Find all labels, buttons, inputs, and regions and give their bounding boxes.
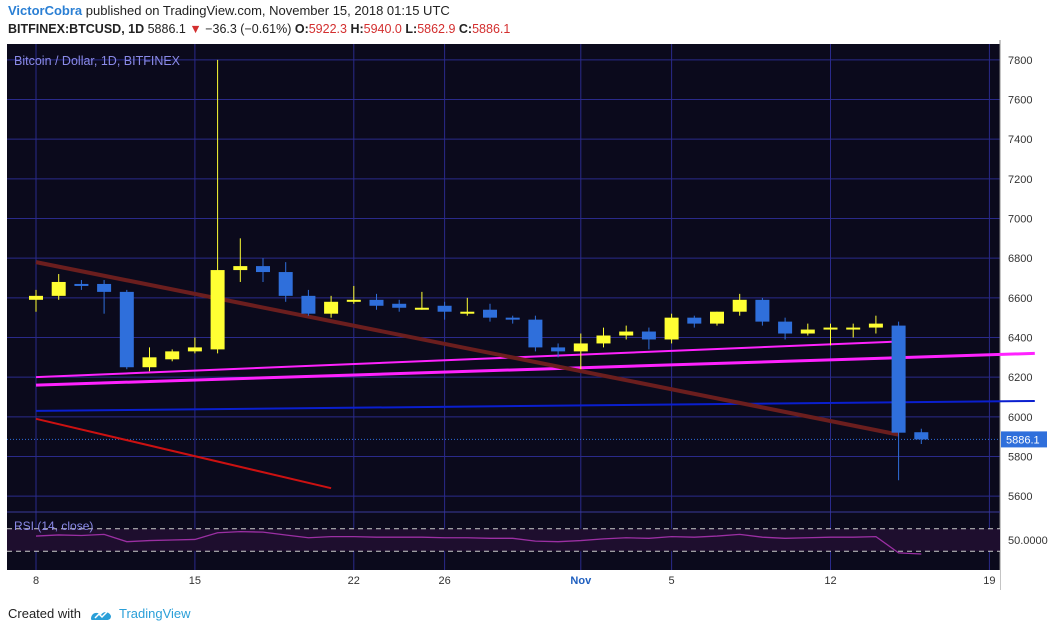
rsi-band — [7, 528, 1000, 552]
down-triangle-icon: ▼ — [189, 22, 202, 36]
price-tick-label: 6000 — [1008, 412, 1032, 424]
price-tick-label: 6400 — [1008, 332, 1032, 344]
price-tick-label: 7600 — [1008, 95, 1032, 107]
candle-body — [505, 317, 520, 320]
rsi-label: RSI (14, close) — [14, 519, 93, 533]
low-value: 5862.9 — [417, 22, 456, 36]
price-tick-label: 6800 — [1008, 253, 1032, 265]
candle-body — [210, 270, 225, 350]
candle-body — [800, 329, 815, 334]
candle-body — [74, 283, 89, 286]
footer: Created with TradingView — [8, 606, 191, 621]
price-tick-label: 7400 — [1008, 134, 1032, 146]
candle-body — [369, 299, 384, 306]
candle-body — [641, 331, 656, 340]
candle-body — [687, 317, 702, 324]
price-tick-label: 7800 — [1008, 55, 1032, 67]
price-chart[interactable]: 5600 5800 6000 6200 6400 6600 6800 7000 7200 7400… — [0, 40, 1059, 600]
candle-body — [256, 266, 270, 273]
candle-body — [664, 317, 679, 340]
chart-background — [7, 44, 1000, 590]
price-tick-label: 5600 — [1008, 491, 1032, 503]
price-tick-label: 7200 — [1008, 174, 1032, 186]
candle-body — [710, 311, 724, 324]
close-value: 5886.1 — [472, 22, 511, 36]
candle-body — [324, 301, 339, 314]
publish-header: VictorCobra published on TradingView.com… — [8, 3, 450, 18]
candle-body — [755, 299, 770, 322]
candle-body — [846, 327, 861, 330]
candle-body — [573, 343, 588, 352]
price-tick-label: 5800 — [1008, 451, 1032, 463]
date-tick-label: 26 — [438, 575, 450, 587]
high-label: H: — [350, 22, 364, 36]
trendline — [35, 399, 1035, 412]
date-tick-label: Nov — [570, 575, 592, 587]
author-link[interactable]: VictorCobra — [8, 3, 83, 18]
price-tick-label: 6600 — [1008, 293, 1032, 305]
candle-body — [528, 319, 543, 348]
trendline — [35, 340, 899, 379]
last-price-tag-label: 5886.1 — [1006, 434, 1040, 446]
candle-body — [346, 299, 361, 302]
date-tick-label: 22 — [348, 575, 360, 587]
price-tick-label: 7000 — [1008, 214, 1032, 226]
candle-body — [868, 323, 883, 328]
candle-body — [51, 281, 66, 296]
tradingview-logo-icon — [90, 610, 111, 620]
candle-body — [778, 321, 793, 334]
trendline — [35, 260, 899, 437]
chart-title: Bitcoin / Dollar, 1D, BITFINEX — [14, 54, 181, 68]
candle-body — [119, 291, 134, 368]
high-value: 5940.0 — [363, 22, 402, 36]
candle-body — [732, 299, 747, 312]
candle-body — [29, 295, 43, 300]
candle-body — [551, 347, 566, 352]
last-price-tag — [1001, 431, 1047, 448]
rsi-tick-label: 50.0000 — [1008, 535, 1048, 547]
candle-body — [187, 347, 202, 352]
symbol-legend: BITFINEX:BTCUSD, 1D 5886.1 ▼ −36.3 (−0.6… — [8, 22, 510, 36]
date-tick-label: 8 — [33, 575, 39, 587]
date-tick-label: 12 — [824, 575, 836, 587]
candle-body — [914, 432, 929, 440]
candle-body — [97, 283, 112, 292]
published-text: published on TradingView.com, November 1… — [85, 3, 450, 18]
candle-body — [142, 357, 157, 368]
price-tick-label: 6200 — [1008, 372, 1032, 384]
date-tick-label: 5 — [669, 575, 675, 587]
open-label: O: — [294, 22, 309, 36]
close-label: C: — [458, 22, 473, 36]
time-axis-background — [7, 570, 1000, 590]
trendline — [35, 351, 1035, 387]
trendline — [35, 417, 332, 490]
price-change: −36.3 (−0.61%) — [205, 22, 292, 36]
candle-body — [278, 272, 293, 296]
low-label: L: — [405, 22, 418, 36]
created-with-text: Created with — [8, 606, 81, 621]
candle-body — [414, 307, 429, 310]
candle-body — [233, 266, 248, 271]
last-price: 5886.1 — [147, 22, 186, 36]
candle-body — [392, 303, 407, 308]
candle-body — [619, 331, 634, 336]
candle-body — [301, 295, 316, 314]
candle-body — [483, 309, 497, 318]
candle-body — [165, 351, 180, 360]
date-tick-label: 19 — [983, 575, 995, 587]
tradingview-link[interactable]: TradingView — [118, 606, 191, 621]
symbol-name: BITFINEX:BTCUSD, 1D — [8, 22, 145, 36]
candle-body — [437, 305, 452, 312]
rsi-line — [35, 530, 922, 555]
candle-body — [460, 311, 475, 314]
candle-body — [596, 335, 611, 344]
date-tick-label: 15 — [189, 575, 201, 587]
candle-body — [823, 327, 838, 330]
candle-body — [891, 325, 906, 433]
open-value: 5922.3 — [308, 22, 347, 36]
